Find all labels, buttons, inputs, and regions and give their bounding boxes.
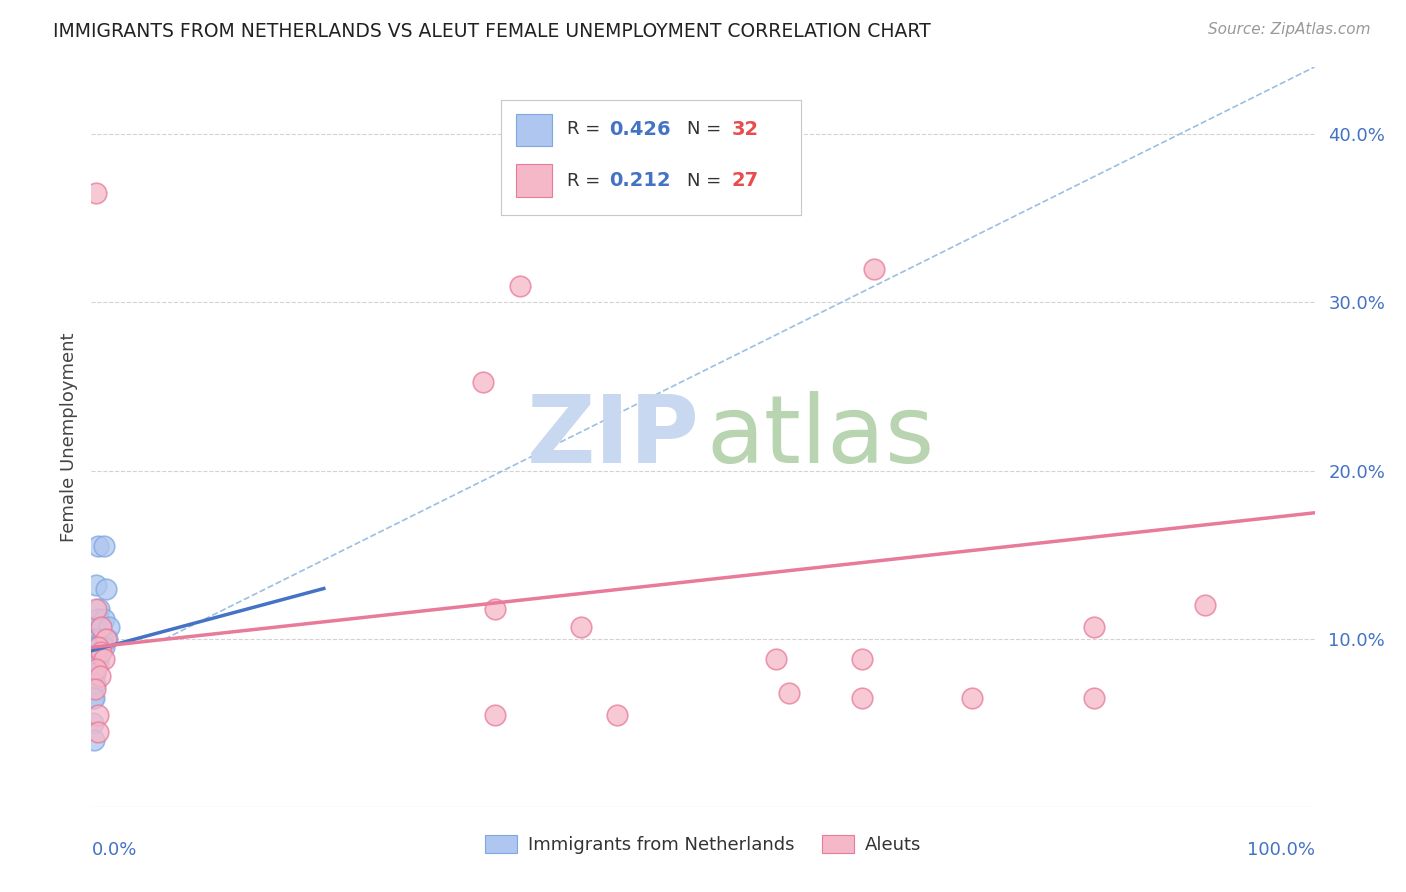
Point xyxy=(93,640,115,655)
Point xyxy=(471,375,494,389)
Point xyxy=(851,690,873,705)
Point xyxy=(82,657,104,672)
Point xyxy=(91,632,114,646)
Point xyxy=(93,540,115,554)
Point xyxy=(86,632,108,646)
Point xyxy=(863,261,886,276)
Point xyxy=(1083,620,1105,634)
Text: 100.0%: 100.0% xyxy=(1247,840,1315,859)
Point xyxy=(84,665,107,680)
Point xyxy=(765,652,787,666)
Point xyxy=(86,724,108,739)
Point xyxy=(960,690,983,705)
Point xyxy=(87,601,110,615)
Point xyxy=(569,620,592,634)
Point xyxy=(93,652,115,666)
Point xyxy=(84,677,107,691)
Point xyxy=(84,640,107,655)
Point xyxy=(82,648,104,663)
Text: Source: ZipAtlas.com: Source: ZipAtlas.com xyxy=(1208,22,1371,37)
Point xyxy=(84,578,107,592)
Point xyxy=(89,669,111,683)
Point xyxy=(86,640,108,655)
Point xyxy=(90,620,112,634)
Point xyxy=(90,620,112,634)
Point xyxy=(86,612,108,626)
Text: 0.0%: 0.0% xyxy=(91,840,136,859)
Point xyxy=(94,632,117,646)
Legend: Immigrants from Netherlands, Aleuts: Immigrants from Netherlands, Aleuts xyxy=(478,828,928,861)
Point xyxy=(484,707,506,722)
Point xyxy=(89,640,111,655)
Point xyxy=(84,648,107,663)
Point xyxy=(86,707,108,722)
Point xyxy=(509,278,531,293)
Point xyxy=(86,540,108,554)
Point xyxy=(606,707,628,722)
Point xyxy=(82,690,104,705)
Text: IMMIGRANTS FROM NETHERLANDS VS ALEUT FEMALE UNEMPLOYMENT CORRELATION CHART: IMMIGRANTS FROM NETHERLANDS VS ALEUT FEM… xyxy=(53,22,931,41)
Point xyxy=(84,682,107,697)
Point xyxy=(851,652,873,666)
Point xyxy=(84,601,107,615)
Point xyxy=(82,716,104,731)
Point xyxy=(84,186,107,200)
Point xyxy=(1083,690,1105,705)
Point xyxy=(83,690,105,705)
Point xyxy=(97,620,120,634)
Point xyxy=(86,657,108,672)
Point xyxy=(82,677,104,691)
Point xyxy=(778,686,800,700)
Point xyxy=(484,601,506,615)
Point xyxy=(87,648,110,663)
Point xyxy=(84,662,107,676)
Point xyxy=(93,612,115,626)
Text: ZIP: ZIP xyxy=(526,391,699,483)
Point xyxy=(1194,599,1216,613)
Point xyxy=(90,645,112,659)
Y-axis label: Female Unemployment: Female Unemployment xyxy=(59,333,77,541)
Point xyxy=(83,640,105,655)
Point xyxy=(83,632,105,646)
Point xyxy=(96,632,118,646)
Text: atlas: atlas xyxy=(707,391,935,483)
Point xyxy=(84,657,107,672)
Point xyxy=(83,733,105,747)
Point xyxy=(83,620,105,634)
Point xyxy=(94,582,117,596)
Point xyxy=(82,665,104,680)
